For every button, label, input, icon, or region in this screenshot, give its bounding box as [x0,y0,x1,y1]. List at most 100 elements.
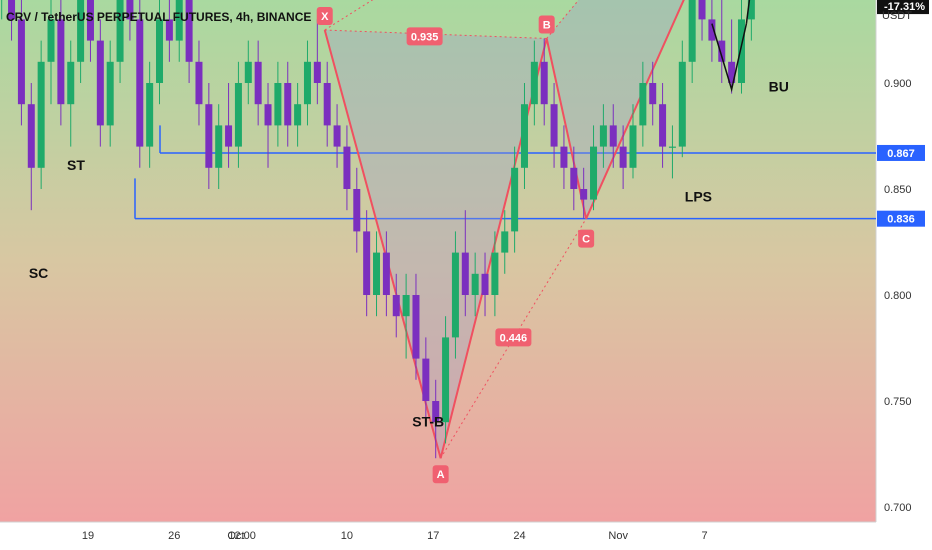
wyckoff-label: ST-B [412,413,444,429]
wyckoff-label: BU [769,78,789,94]
price-tick-label: 0.900 [884,78,912,90]
candle-body [619,146,627,168]
candle-body [185,0,193,62]
pattern-point-label: B [543,19,551,31]
time-tick-label: 7 [701,530,707,542]
candle-body [718,40,726,62]
candle-body [550,104,558,147]
candle-body [96,40,104,126]
candle-body [57,19,65,105]
candle-body [165,19,173,41]
price-tick-label: 0.800 [884,290,912,302]
candle-body [77,0,85,62]
candle-body [47,19,55,62]
candle-body [639,83,647,126]
candle-body [195,61,203,105]
time-tick-label: 17 [427,530,439,542]
level-price-badge [877,210,925,227]
candle-body [668,146,676,148]
time-tick-label: Oct [227,530,244,542]
pattern-triangle-bcd [546,0,684,219]
candle-body [451,252,459,338]
candle-body [234,83,242,147]
price-tick-label: 0.750 [884,396,912,408]
candle-body [294,104,302,126]
candle-body [599,125,607,147]
candle-body [373,252,381,295]
candle-body [432,401,440,423]
candle-body [323,83,331,126]
wyckoff-label: LPS [685,189,712,205]
candle-body [106,61,114,126]
candle-body [126,0,134,20]
current-price-badge [877,0,929,15]
pattern-point-label: X [321,11,329,23]
candle-body [8,0,16,20]
candle-body [747,0,755,20]
candle-body [175,0,183,41]
candle-body [225,125,233,147]
pattern-point-badge [538,15,555,34]
candle-body [530,61,538,105]
current-price-change: -17.31% [884,1,925,13]
candle-body [392,295,400,317]
time-axis-background [0,522,876,550]
level-price-label: 0.836 [887,214,915,226]
pattern-point-badge [578,229,595,248]
candle-body [609,125,617,147]
time-tick-label: 26 [168,530,180,542]
candle-body [580,189,588,200]
candle-body [264,104,272,126]
candle-body [27,104,35,168]
candle-body [629,125,637,168]
candle-body [442,337,450,423]
candles-group [1,0,755,459]
wyckoff-label: ST [67,157,85,173]
pattern-leg [439,38,548,459]
candle-body [363,231,371,295]
candle-body [540,61,548,105]
candle-body [353,189,361,232]
pattern-point-badge [432,465,449,484]
pattern-point-badge [316,7,333,25]
candle-body [501,231,509,253]
time-tick-label: Nov [608,530,628,542]
candle-body [244,61,252,83]
candle-body [382,252,390,295]
candle-body [146,83,154,147]
price-axis-background [876,0,932,550]
candle-body [215,125,223,168]
time-tick-label: 24 [513,530,525,542]
ratio-label: 0.446 [500,332,528,344]
candle-body [284,83,292,126]
candle-body [728,61,736,83]
candle-body [86,0,94,41]
candle-body [481,273,489,295]
candle-body [461,252,469,295]
candle-body [678,61,686,147]
candle-body [412,295,420,359]
candle-body [116,0,124,62]
candle-body [205,104,213,168]
candle-body [303,61,311,105]
ratio-label: 0.935 [411,31,439,43]
candle-body [511,167,519,232]
candle-body [37,61,45,168]
pattern-leg [545,38,588,219]
pattern-point-label: A [437,469,445,481]
candle-body [491,252,499,295]
candle-body [156,19,164,83]
currency-label: USDT [882,10,912,22]
pattern-triangle-xab [324,30,547,459]
pattern-point-label: C [582,234,590,246]
candle-body [313,61,321,83]
candle-body [136,19,144,147]
bu-dip-path [711,23,748,93]
ratio-badge [495,328,532,347]
candle-body [688,0,696,62]
ratio-badge [406,27,443,46]
candle-body [471,273,479,295]
candle-body [570,167,578,189]
